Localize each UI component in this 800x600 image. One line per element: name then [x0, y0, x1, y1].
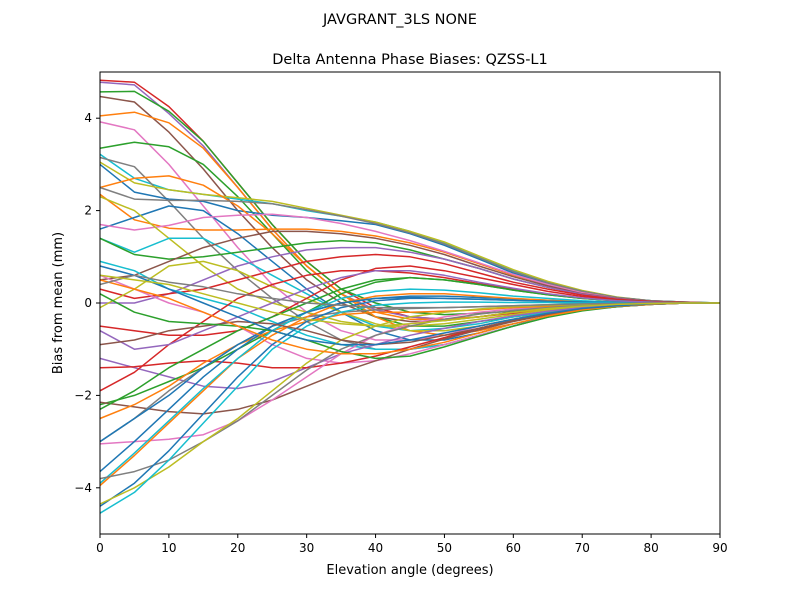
series-line-26 — [99, 265, 721, 337]
series-line-21 — [100, 246, 721, 304]
x-tick-label: 10 — [161, 541, 176, 555]
series-line-9 — [99, 156, 720, 350]
x-tick-label: 90 — [712, 541, 727, 555]
series-line-43 — [99, 301, 720, 514]
series-line-8 — [99, 153, 721, 304]
y-tick-label: 2 — [84, 204, 92, 218]
y-tick-label: −4 — [74, 481, 92, 495]
series-line-3 — [99, 90, 720, 316]
series-line-44 — [99, 269, 720, 350]
series-line-36 — [99, 295, 720, 443]
series-line-50 — [99, 274, 720, 327]
x-tick-label: 60 — [506, 541, 521, 555]
y-axis-label: Bias from mean (mm) — [51, 232, 66, 374]
y-tick-label: 4 — [84, 111, 92, 125]
series-line-14 — [99, 193, 721, 304]
figure-suptitle: JAVGRANT_3LS NONE — [322, 12, 477, 28]
series-line-11 — [99, 163, 721, 304]
x-axis: 0 10 20 30 40 50 60 70 80 90 — [96, 534, 728, 555]
x-tick-label: 0 — [96, 541, 104, 555]
series-line-41 — [99, 297, 720, 507]
series-lines — [99, 79, 721, 514]
y-tick-label: 0 — [84, 296, 92, 310]
series-line-39 — [99, 302, 720, 480]
series-line-49 — [99, 274, 720, 309]
chart-title: Delta Antenna Phase Biases: QZSS-L1 — [272, 52, 547, 68]
y-axis: −4 −2 0 2 4 — [74, 111, 100, 495]
x-tick-label: 70 — [575, 541, 590, 555]
x-tick-label: 80 — [643, 541, 658, 555]
y-tick-label: −2 — [74, 388, 92, 402]
series-line-42 — [99, 302, 720, 505]
series-line-5 — [99, 111, 720, 320]
x-tick-label: 20 — [230, 541, 245, 555]
x-axis-label: Elevation angle (degrees) — [326, 563, 493, 578]
series-line-48 — [99, 265, 720, 346]
x-tick-label: 50 — [437, 541, 452, 555]
series-line-13 — [99, 186, 721, 304]
x-tick-label: 40 — [368, 541, 383, 555]
x-tick-label: 30 — [299, 541, 314, 555]
